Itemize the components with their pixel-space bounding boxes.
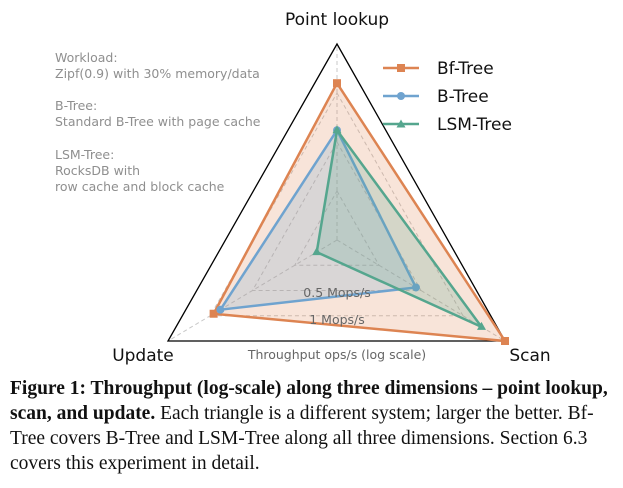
legend-item-bf-tree: Bf-Tree [383, 59, 494, 79]
caption-bold: Figure 1: Throughput (log-scale) along t… [10, 378, 608, 424]
marker-lsm-tree-scan [476, 321, 486, 330]
series-area-b-tree [219, 128, 418, 311]
grid-ring-0 [293, 189, 380, 266]
grid-spoke-2 [167, 239, 338, 342]
legend-item-b-tree: B-Tree [383, 87, 489, 107]
legend-label-bf-tree: Bf-Tree [437, 59, 494, 79]
marker-bf-tree-point-lookup [333, 79, 341, 88]
legend-item-lsm-tree: LSM-Tree [383, 115, 512, 135]
caption-text: Each triangle is a different system; lar… [10, 403, 594, 474]
note-workload-text: Zipf(0.9) with 30% memory/data [55, 66, 260, 81]
ring-label-1: 1 Mops/s [309, 312, 365, 327]
note-btree-title: B-Tree: [55, 98, 97, 113]
legend-label-lsm-tree: LSM-Tree [437, 115, 512, 135]
grid-ring-2 [209, 91, 464, 317]
axis-label-point-lookup: Point lookup [285, 10, 389, 30]
marker-bf-tree-scan [501, 337, 509, 345]
axis-label-scan: Scan [509, 346, 550, 366]
x-axis-label: Throughput ops/s (log scale) [247, 347, 426, 362]
marker-b-tree-update [216, 305, 225, 314]
series-area-bf-tree [212, 81, 507, 343]
marker-b-tree-scan [411, 283, 420, 292]
note-lsm-title: LSM-Tree: [55, 147, 114, 162]
axis-label-update: Update [112, 346, 174, 366]
marker-bf-tree-update [209, 309, 218, 318]
marker-lsm-tree-update [312, 247, 322, 256]
radar-series [209, 79, 509, 345]
grid-frame [166, 42, 507, 342]
legend-label-b-tree: B-Tree [437, 87, 489, 107]
note-btree-text: Standard B-Tree with page cache [55, 114, 261, 129]
ring-label-0: 0.5 Mops/s [303, 285, 370, 300]
legend: Bf-Tree B-Tree LSM-Tree [383, 59, 512, 135]
series-area-lsm-tree [315, 128, 483, 329]
note-lsm-text-1: RocksDB with [55, 163, 140, 178]
radar-chart: Point lookup Scan Update 0.5 Mops/s 1 Mo… [55, 10, 551, 366]
note-workload-title: Workload: [55, 50, 118, 65]
marker-lsm-tree-point-lookup [332, 125, 342, 134]
figure-caption: Figure 1: Throughput (log-scale) along t… [10, 376, 613, 476]
note-lsm-text-2: row cache and block cache [55, 179, 225, 194]
notes: Workload: Zipf(0.9) with 30% memory/data… [55, 50, 261, 194]
